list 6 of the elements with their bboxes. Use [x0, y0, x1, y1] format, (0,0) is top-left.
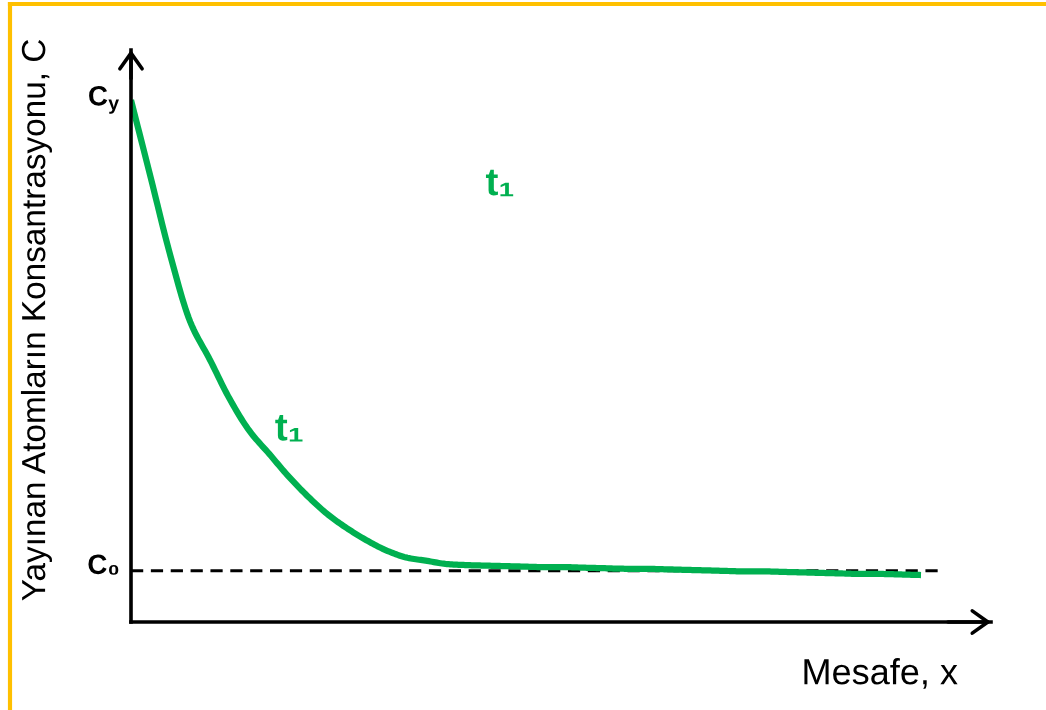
annotation: t₁: [485, 169, 514, 197]
y-axis-title: Yayınan Atomların Konsantrasyonu, C: [20, 39, 52, 601]
text: C$_{y}$: [89, 85, 119, 114]
x-axis-title: Mesafe, x: [804, 658, 958, 689]
series-label: t₁: [275, 414, 303, 442]
ref-line-label: C₀: [88, 554, 119, 575]
